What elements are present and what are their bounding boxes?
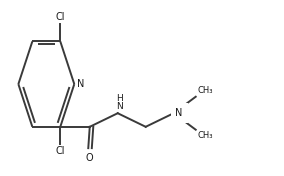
Text: CH₃: CH₃	[197, 131, 213, 140]
Text: N: N	[77, 79, 84, 89]
Text: N: N	[176, 108, 183, 118]
Text: O: O	[85, 153, 93, 163]
Text: Cl: Cl	[56, 12, 65, 22]
Text: Cl: Cl	[56, 146, 65, 156]
Text: H
N: H N	[116, 94, 123, 111]
Text: CH₃: CH₃	[197, 86, 213, 95]
